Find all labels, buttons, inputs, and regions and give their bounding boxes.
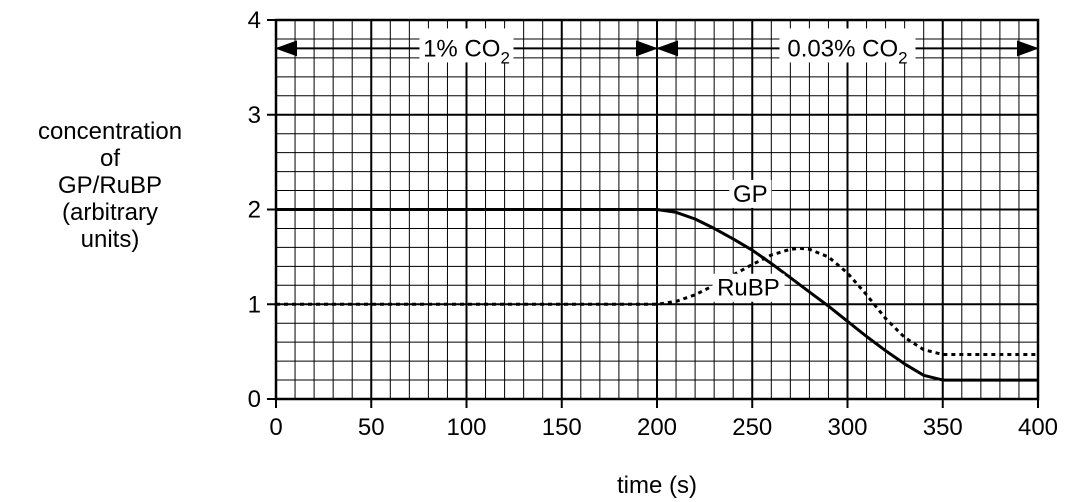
x-tick-label: 250 [732, 414, 772, 441]
y-tick-label: 1 [248, 291, 261, 318]
data-series: GP RuBP [276, 179, 1038, 382]
y-axis-label-line: concentration [37, 118, 183, 145]
y-tick-label: 4 [248, 7, 261, 34]
annotation-label: 0.03% CO2 [787, 35, 907, 67]
series-line-gp [276, 208, 1038, 382]
x-tick-label: 400 [1018, 414, 1058, 441]
y-axis-label: concentration of GP/RuBP (arbitrary unit… [0, 118, 220, 253]
y-axis-label-line: (arbitrary [61, 199, 158, 226]
series-label-bg [712, 273, 785, 302]
y-axis-label-line: of [99, 145, 120, 172]
annotation-label: 1% CO2 [423, 35, 510, 67]
x-tick-label: 350 [923, 414, 963, 441]
x-axis-label: time (s) [617, 472, 697, 499]
x-tick-label: 0 [269, 414, 282, 441]
annotation-label-bg [419, 28, 514, 63]
annotation-label-bg [779, 28, 916, 63]
tick-labels: 0 50 100 150 200 250 300 350 400 0 1 2 3 4 [248, 7, 1058, 441]
y-tick-label: 0 [248, 386, 261, 413]
series-label-bg [729, 179, 772, 208]
x-tick-label: 200 [637, 414, 677, 441]
x-tick-label: 50 [358, 414, 385, 441]
x-tick-label: 100 [446, 414, 486, 441]
y-tick-label: 2 [248, 197, 261, 224]
series-label-gp: GP [733, 181, 768, 208]
y-axis-label-line: units) [80, 226, 140, 253]
y-axis-label-line: GP/RuBP [57, 172, 163, 199]
annotations: 1% CO2 0.03% CO2 [275, 28, 1039, 67]
x-tick-label: 300 [827, 414, 867, 441]
series-label-rubp: RuBP [717, 275, 780, 302]
y-tick-label: 3 [248, 102, 261, 129]
x-tick-label: 150 [542, 414, 582, 441]
